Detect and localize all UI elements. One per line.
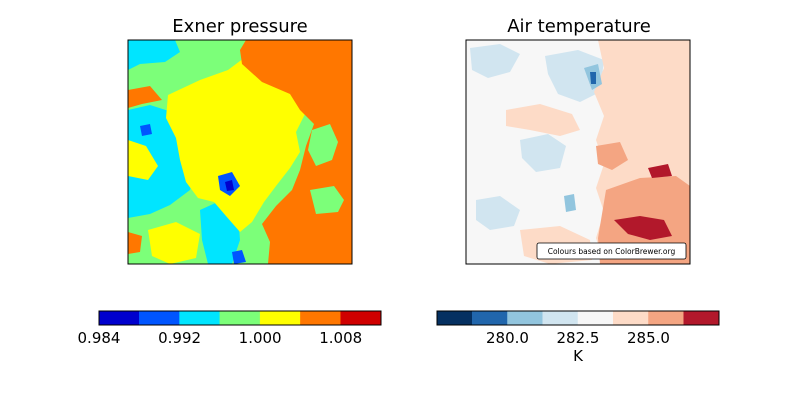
air-temperature-panel: Air temperature Colours based on ColorBr…	[465, 16, 691, 265]
temperature-band-lightblue-centre	[520, 134, 566, 172]
temperature-band-blue-north	[590, 72, 596, 84]
exner-colorbar-cell	[98, 310, 140, 326]
temperature-colorbar-frame	[436, 310, 720, 326]
temperature-colorbar-cell	[472, 310, 508, 326]
temperature-title: Air temperature	[507, 16, 651, 37]
credit-box	[536, 242, 687, 260]
temperature-band-lightblue-north	[470, 44, 520, 78]
exner-contour-field	[128, 40, 352, 264]
temperature-colorbar-ticks: 280.0 282.5 285.0	[486, 329, 670, 347]
exner-colorbar-cell	[179, 310, 221, 326]
exner-band-yellow-core	[166, 55, 306, 232]
temperature-band-crimson-east	[648, 164, 672, 178]
exner-colorbar-tick-label: 1.000	[239, 329, 282, 347]
exner-band-orange-south	[128, 232, 142, 254]
exner-colorbar-cells	[98, 310, 382, 326]
exner-colorbar: 0.984 0.992 1.000 1.008	[78, 310, 382, 347]
temperature-band-midblue-south	[564, 194, 576, 212]
temperature-band-lightblue-northcentre	[545, 50, 604, 102]
temperature-colorbar-cell	[683, 310, 720, 326]
temperature-contour-field	[466, 40, 690, 264]
temperature-colorbar-cell	[436, 310, 473, 326]
temperature-colorbar-tick-label: 282.5	[557, 329, 600, 347]
temperature-colorbar-cell	[577, 310, 614, 326]
exner-colorbar-cell	[300, 310, 341, 326]
temperature-band-peach-centre	[506, 104, 580, 136]
exner-colorbar-tick-label: 1.008	[319, 329, 362, 347]
temperature-colorbar-cell	[613, 310, 649, 326]
temperature-colorbar-cell	[648, 310, 684, 326]
temperature-colorbar-unit: K	[573, 347, 584, 365]
exner-band-darkblue-centre	[225, 180, 234, 191]
temperature-colorbar-tick-label: 285.0	[627, 329, 670, 347]
exner-colorbar-cell	[259, 310, 301, 326]
exner-band-green-east	[308, 124, 338, 166]
temperature-colorbar-cell	[542, 310, 579, 326]
temperature-band-salmon-centre	[596, 142, 628, 170]
exner-colorbar-cell	[340, 310, 382, 326]
exner-band-blue-west	[140, 124, 152, 136]
exner-band-cyan-north	[128, 40, 180, 70]
exner-colorbar-cell	[219, 310, 261, 326]
temperature-colorbar-cells	[436, 310, 720, 326]
temperature-colorbar-cell	[507, 310, 543, 326]
temperature-band-lightblue-west	[476, 196, 520, 230]
exner-axes-frame	[127, 39, 353, 265]
exner-title: Exner pressure	[172, 16, 307, 37]
temperature-band-crimson-southeast	[614, 216, 672, 240]
credit-label: Colours based on ColorBrewer.org	[548, 247, 676, 256]
exner-band-yellow-south	[148, 222, 200, 264]
exner-colorbar-cell	[139, 310, 180, 326]
exner-colorbar-tick-label: 0.992	[158, 329, 201, 347]
exner-band-green-southeast	[310, 186, 344, 214]
exner-band-yellow-west	[128, 140, 158, 180]
exner-band-orange-west	[128, 86, 162, 108]
exner-band-blue-south	[232, 250, 246, 264]
exner-colorbar-frame	[98, 310, 382, 326]
exner-pressure-panel: Exner pressure	[127, 16, 353, 265]
temperature-axes-frame	[465, 39, 691, 265]
exner-colorbar-tick-label: 0.984	[78, 329, 121, 347]
temperature-colorbar-tick-label: 280.0	[486, 329, 529, 347]
exner-colorbar-ticks: 0.984 0.992 1.000 1.008	[78, 329, 363, 347]
temperature-colorbar: 280.0 282.5 285.0 K	[436, 310, 720, 365]
